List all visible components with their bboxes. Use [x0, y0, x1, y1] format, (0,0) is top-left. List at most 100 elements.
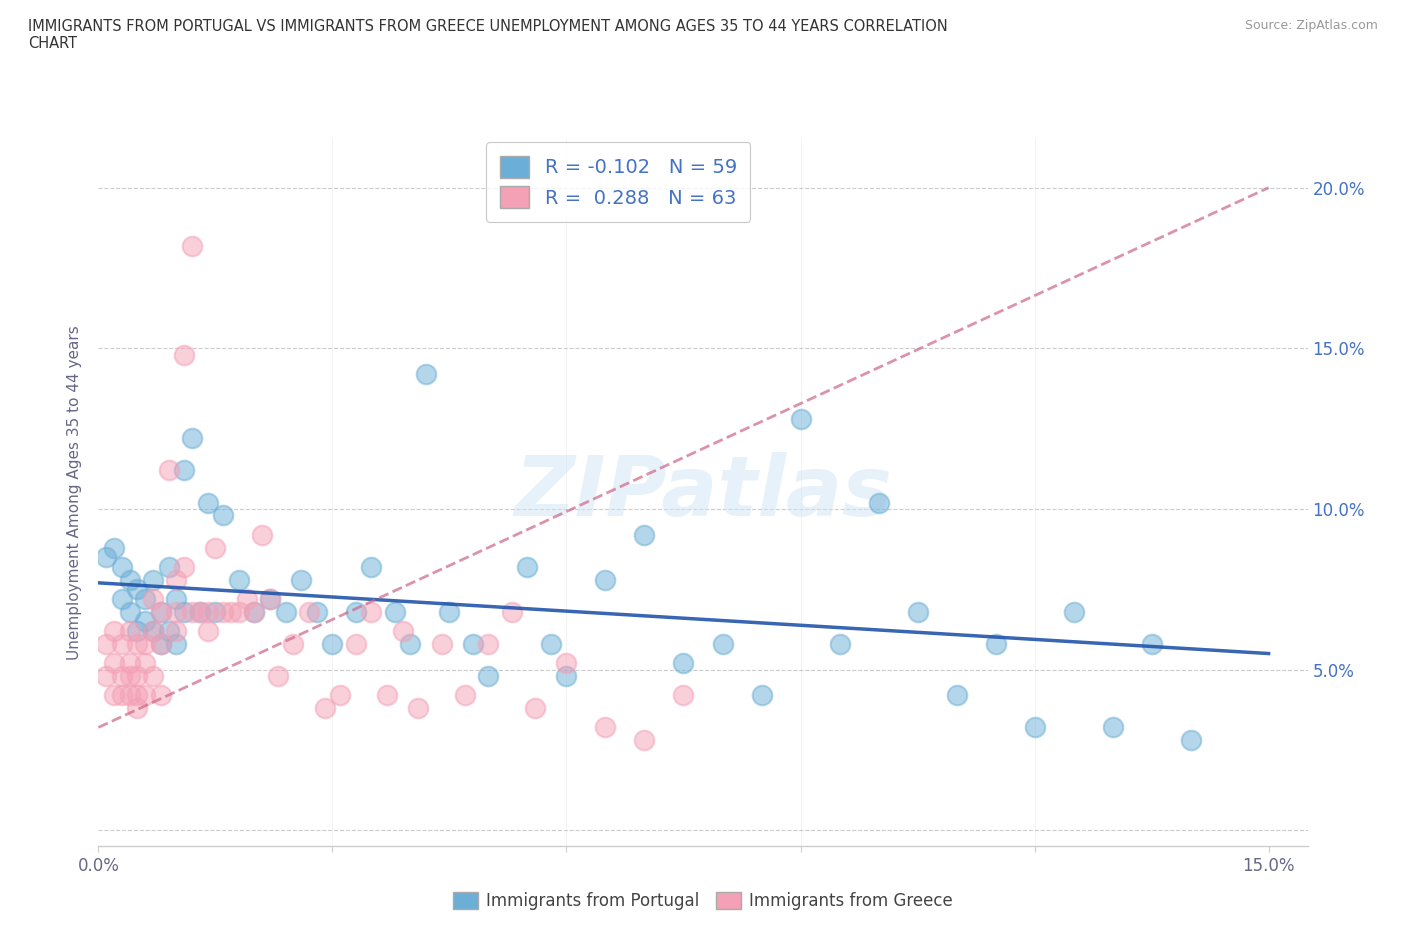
Point — [360, 559, 382, 574]
Point — [96, 550, 118, 565]
Point — [344, 636, 367, 651]
Point — [1063, 604, 1085, 619]
Point — [197, 495, 219, 510]
Point — [165, 636, 187, 651]
Point — [477, 636, 499, 651]
Point — [142, 591, 165, 606]
Point — [399, 636, 422, 651]
Point — [149, 604, 172, 619]
Point — [197, 624, 219, 639]
Point — [344, 604, 367, 619]
Point — [188, 604, 211, 619]
Point — [118, 688, 141, 703]
Point — [111, 591, 134, 606]
Point — [430, 636, 453, 651]
Legend: R = -0.102   N = 59, R =  0.288   N = 63: R = -0.102 N = 59, R = 0.288 N = 63 — [486, 142, 751, 222]
Y-axis label: Unemployment Among Ages 35 to 44 years: Unemployment Among Ages 35 to 44 years — [67, 326, 83, 660]
Point — [454, 688, 477, 703]
Point — [243, 604, 266, 619]
Point — [555, 669, 578, 684]
Point — [501, 604, 523, 619]
Point — [134, 636, 156, 651]
Point — [134, 688, 156, 703]
Point — [633, 527, 655, 542]
Point — [360, 604, 382, 619]
Point — [165, 624, 187, 639]
Point — [96, 669, 118, 684]
Point — [173, 463, 195, 478]
Text: Source: ZipAtlas.com: Source: ZipAtlas.com — [1244, 19, 1378, 32]
Point — [111, 688, 134, 703]
Point — [134, 614, 156, 629]
Point — [984, 636, 1007, 651]
Point — [118, 624, 141, 639]
Point — [212, 604, 235, 619]
Point — [127, 688, 149, 703]
Point — [672, 656, 695, 671]
Point — [127, 669, 149, 684]
Point — [391, 624, 413, 639]
Point — [228, 604, 250, 619]
Point — [321, 636, 343, 651]
Point — [672, 688, 695, 703]
Point — [127, 582, 149, 597]
Point — [181, 238, 204, 253]
Point — [259, 591, 281, 606]
Point — [555, 656, 578, 671]
Point — [945, 688, 967, 703]
Point — [165, 572, 187, 587]
Point — [516, 559, 538, 574]
Point — [1024, 720, 1046, 735]
Point — [188, 604, 211, 619]
Point — [173, 347, 195, 362]
Point — [96, 636, 118, 651]
Point — [252, 527, 274, 542]
Point — [181, 431, 204, 445]
Point — [406, 700, 429, 715]
Point — [1140, 636, 1163, 651]
Point — [204, 540, 226, 555]
Point — [142, 669, 165, 684]
Point — [118, 604, 141, 619]
Point — [118, 572, 141, 587]
Point — [103, 540, 125, 555]
Point — [1180, 733, 1202, 748]
Point — [142, 624, 165, 639]
Point — [235, 591, 257, 606]
Point — [524, 700, 547, 715]
Point — [314, 700, 336, 715]
Point — [149, 636, 172, 651]
Point — [595, 720, 617, 735]
Point — [439, 604, 461, 619]
Point — [298, 604, 321, 619]
Point — [204, 604, 226, 619]
Point — [149, 688, 172, 703]
Point — [111, 669, 134, 684]
Point — [212, 508, 235, 523]
Point — [118, 669, 141, 684]
Point — [197, 604, 219, 619]
Point — [789, 412, 811, 427]
Point — [134, 591, 156, 606]
Text: ZIPatlas: ZIPatlas — [515, 452, 891, 534]
Point — [415, 366, 437, 381]
Point — [127, 700, 149, 715]
Point — [173, 559, 195, 574]
Point — [290, 572, 312, 587]
Point — [157, 624, 180, 639]
Point — [127, 636, 149, 651]
Point — [283, 636, 305, 651]
Point — [595, 572, 617, 587]
Text: IMMIGRANTS FROM PORTUGAL VS IMMIGRANTS FROM GREECE UNEMPLOYMENT AMONG AGES 35 TO: IMMIGRANTS FROM PORTUGAL VS IMMIGRANTS F… — [28, 19, 948, 51]
Point — [219, 604, 242, 619]
Point — [134, 656, 156, 671]
Point — [142, 572, 165, 587]
Point — [181, 604, 204, 619]
Point — [243, 604, 266, 619]
Point — [165, 591, 187, 606]
Point — [711, 636, 734, 651]
Point — [103, 624, 125, 639]
Point — [157, 463, 180, 478]
Point — [103, 688, 125, 703]
Point — [118, 656, 141, 671]
